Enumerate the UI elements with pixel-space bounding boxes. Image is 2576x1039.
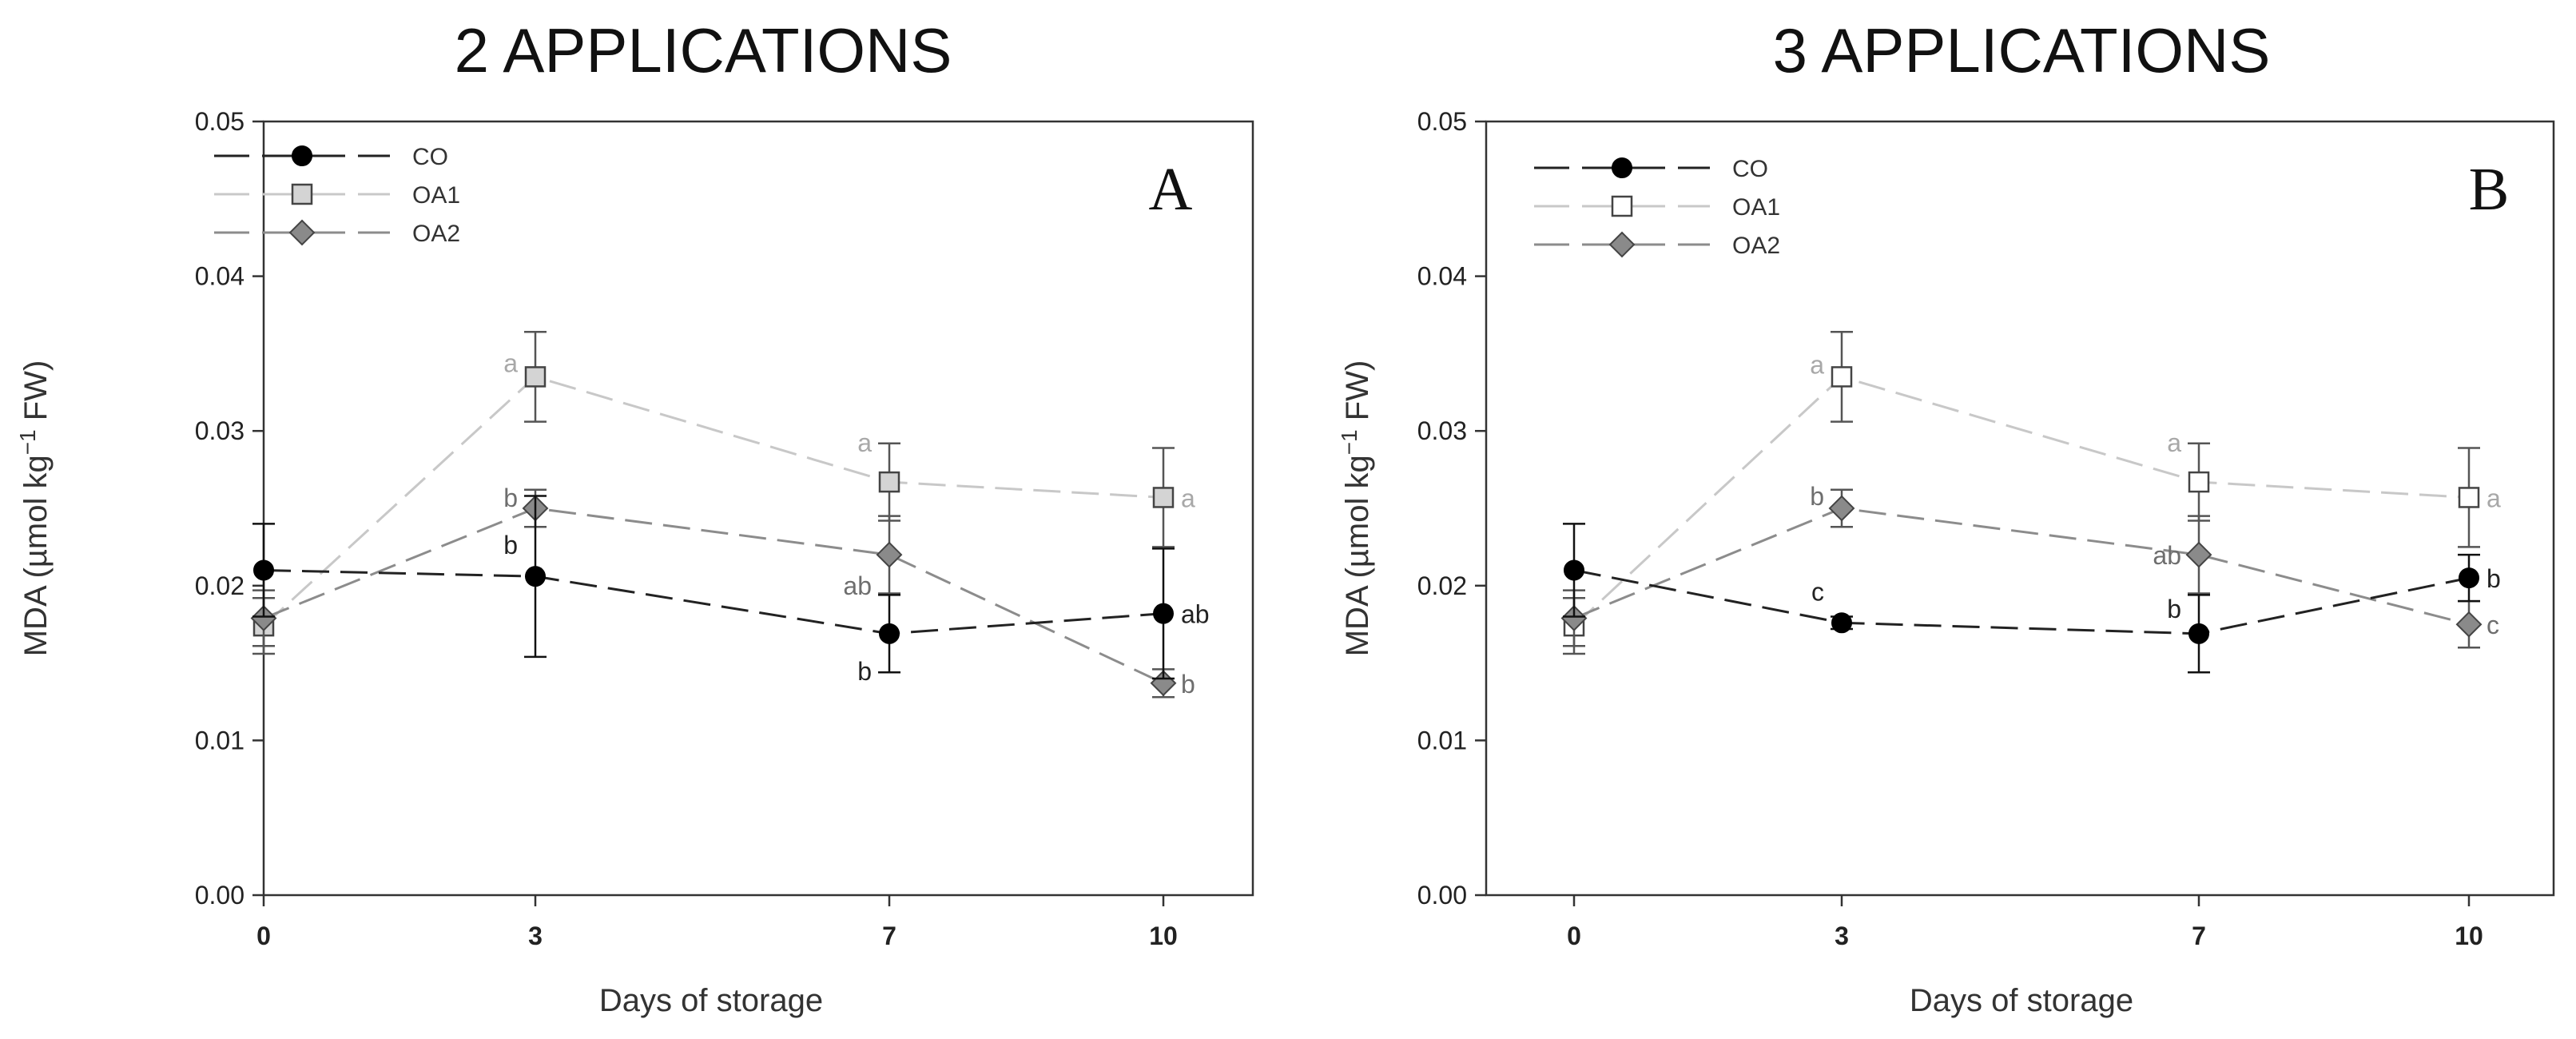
- data-point: [525, 566, 546, 587]
- y-tick-label: 0.00: [195, 881, 244, 910]
- y-tick-label: 0.05: [1417, 107, 1467, 136]
- chart-title: 2 APPLICATIONS: [455, 15, 952, 86]
- legend-marker: [1608, 231, 1636, 258]
- panel-letter: B: [2469, 156, 2510, 223]
- legend: CO OA1 OA2: [1534, 156, 1780, 259]
- significance-label: b: [2167, 595, 2181, 623]
- x-tick-label: 3: [528, 922, 543, 950]
- data-point: [1153, 603, 1174, 624]
- series-co: b b ab: [252, 495, 1210, 686]
- significance-label: b: [1810, 482, 1824, 511]
- data-point: [1560, 605, 1588, 631]
- legend-marker: [1611, 195, 1633, 217]
- significance-label: b: [857, 657, 872, 686]
- y-tick-label: 0.03: [1417, 416, 1467, 445]
- y-tick-label: 0.00: [1417, 881, 1467, 910]
- data-point: [250, 605, 277, 631]
- significance-label: a: [2167, 428, 2181, 457]
- y-axis-label: MDA (µmol kg−1 FW): [1337, 360, 1375, 657]
- significance-label: c: [2487, 611, 2499, 639]
- data-point: [524, 366, 547, 388]
- series-line: [263, 568, 1164, 635]
- data-point: [876, 541, 903, 568]
- significance-label: b: [1181, 670, 1195, 699]
- y-tick-label: 0.01: [1417, 726, 1467, 754]
- significance-label: b: [503, 484, 518, 512]
- y-tick-label: 0.04: [195, 262, 244, 291]
- y-tick-label: 0.03: [195, 416, 244, 445]
- significance-label: a: [503, 348, 518, 377]
- y-tick-label: 0.04: [1417, 262, 1467, 291]
- chart-title: 3 APPLICATIONS: [1773, 15, 2271, 86]
- significance-label: ab: [843, 571, 872, 600]
- series-co: cbb: [1563, 523, 2501, 674]
- y-axis-label: MDA (µmol kg−1 FW): [15, 360, 54, 657]
- series-oa1: a a a: [252, 331, 1195, 655]
- legend-marker: [1612, 157, 1632, 178]
- data-point: [1831, 366, 1853, 388]
- series-line: [263, 507, 1164, 685]
- data-point: [2458, 487, 2480, 508]
- data-point: [1828, 495, 1855, 522]
- panel-letter: A: [1149, 156, 1193, 223]
- data-point: [2188, 623, 2209, 644]
- x-tick-label: 7: [882, 922, 896, 950]
- significance-label: a: [2487, 484, 2501, 512]
- significance-label: a: [1810, 350, 1824, 379]
- data-point: [1831, 612, 1852, 634]
- x-axis-label: Days of storage: [599, 983, 823, 1018]
- significance-label: ab: [2153, 541, 2181, 570]
- data-point: [2185, 541, 2212, 568]
- significance-label: c: [1811, 577, 1824, 606]
- legend: CO OA1 OA2: [214, 144, 460, 247]
- legend-label: OA1: [412, 182, 460, 209]
- data-point: [2459, 567, 2479, 589]
- x-tick-label: 0: [256, 922, 271, 950]
- legend-label: OA1: [1732, 194, 1780, 221]
- legend-label: OA2: [1732, 233, 1780, 259]
- legend-marker: [292, 145, 312, 166]
- significance-label: b: [2487, 564, 2501, 593]
- x-tick-label: 10: [2455, 922, 2483, 950]
- legend-label: CO: [412, 144, 448, 170]
- chart-panel-B: 3 APPLICATIONS 0.00 0.01 0.02 0.03 0.04 0.05 0 3…: [1337, 15, 2555, 1018]
- significance-label: a: [1181, 484, 1195, 512]
- series-line: [1572, 375, 2470, 627]
- plot-frame: [1485, 120, 2555, 897]
- significance-label: ab: [1181, 600, 1210, 629]
- data-point: [879, 623, 900, 644]
- data-point: [1152, 487, 1175, 508]
- data-point: [2455, 611, 2483, 638]
- significance-label: a: [857, 428, 872, 457]
- legend-label: OA2: [412, 221, 460, 247]
- x-tick-label: 0: [1567, 922, 1581, 950]
- data-point: [1564, 559, 1584, 581]
- significance-label: b: [503, 531, 518, 559]
- legend-label: CO: [1732, 156, 1768, 182]
- y-tick-label: 0.02: [195, 571, 244, 600]
- series-line: [1573, 507, 2470, 626]
- x-tick-label: 10: [1149, 922, 1178, 950]
- x-axis-label: Days of storage: [1910, 983, 2133, 1018]
- legend-marker: [288, 219, 316, 246]
- series-oa1: a a a: [1563, 331, 2501, 655]
- x-tick-label: 3: [1835, 922, 1849, 950]
- data-point: [2188, 471, 2210, 493]
- legend-marker: [291, 183, 313, 205]
- series-line: [1573, 568, 2470, 635]
- plot-frame: [262, 120, 1254, 897]
- data-point: [253, 559, 274, 581]
- series-line: [262, 375, 1164, 627]
- y-tick-label: 0.01: [195, 726, 244, 754]
- data-point: [878, 471, 900, 493]
- y-tick-label: 0.05: [195, 107, 244, 136]
- x-tick-label: 7: [2192, 922, 2206, 950]
- y-tick-label: 0.02: [1417, 571, 1467, 600]
- chart-panel-A: 2 APPLICATIONS 0.00 0.01 0.02 0.03 0.04 0.05 0 3…: [15, 15, 1254, 1018]
